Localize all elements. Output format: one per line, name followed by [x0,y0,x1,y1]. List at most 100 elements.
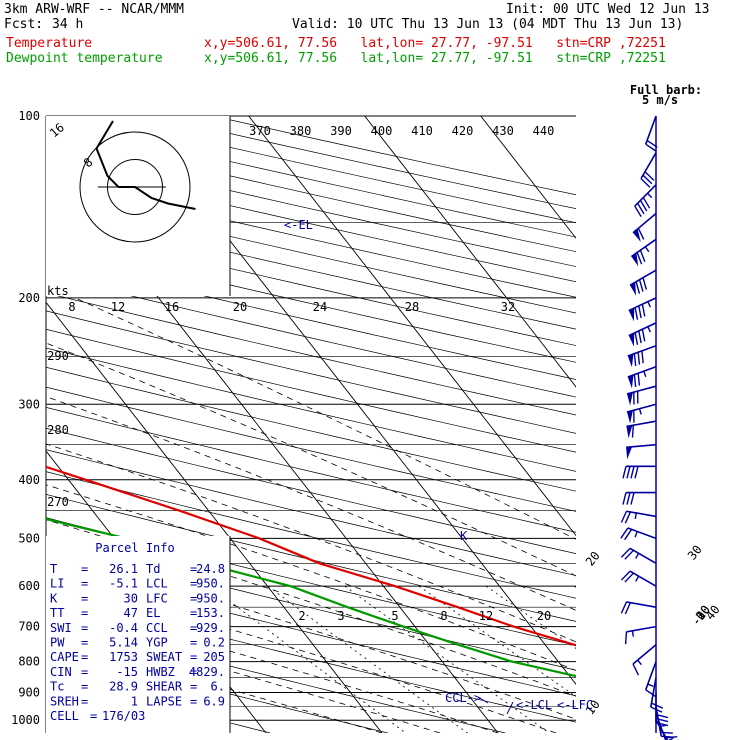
wind-barb [626,385,657,406]
dry-adiabat-line [46,292,576,416]
barb-full [639,200,648,212]
barb-staff [626,601,657,608]
parcel-value: 28.9 [109,680,138,694]
parcel-value: 6.9 [203,694,225,708]
barb-half [637,659,643,666]
dewpoint-location: x,y=506.61, 77.56 lat,lon= 27.77, -97.51… [204,51,666,66]
barb-flag [628,308,635,322]
parcel-key: LAPSE [146,694,182,708]
temperature-profile-line [46,465,576,647]
dry-adiabat-line [46,517,576,646]
wind-barb [630,238,657,267]
pressure-tick-label: 400 [18,473,40,487]
barb-full [634,307,639,320]
dry-adiabat-line [46,257,576,380]
barb-full [630,466,635,479]
parcel-equals: = [190,606,197,620]
barb-half [659,724,666,728]
parcel-value: 24.8 [196,562,225,576]
hodo-background [46,116,230,296]
barb-staff [627,527,657,540]
barb-full [650,706,663,713]
theta-tick-label: 370 [249,124,271,138]
isotherm-line [0,116,34,733]
hodo-speed-label: 16 [165,300,179,314]
wind-barb [626,443,657,460]
moist-adiabat-line [46,519,576,697]
moist-adiabat-line [46,618,441,733]
barb-full [624,572,634,583]
barb-full [620,601,628,614]
moist-adiabat-line [46,342,576,577]
hodo-speed-label: 28 [405,300,419,314]
wind-barb [634,184,657,218]
barb-half [643,370,647,378]
pressure-tick-label: 1000 [11,713,40,727]
isotherm-line [248,116,576,537]
barb-half [638,408,642,415]
barb-half [634,512,637,519]
parcel-value: 4829. [189,665,225,679]
parcel-key: LCL [146,577,168,591]
parcel-equals: = [190,562,197,576]
dewpoint-profile-line [46,517,576,678]
parcel-key: SREH [50,694,79,708]
theta-tick-label: 390 [330,124,352,138]
barb-legend-value: 5 m/s [642,93,678,107]
isotherm-tick-label: 10 [583,697,603,717]
barb-full [642,277,648,290]
barb-full [637,202,645,215]
barb-full [620,570,631,581]
parcel-equals: = [190,665,197,679]
hodo-direction-label: 290 [47,349,69,363]
isotherm-line [364,116,576,388]
pressure-tick-label: 900 [18,686,40,700]
wind-barb [620,601,657,615]
dry-adiabat-line [46,347,576,472]
dry-adiabat-line [46,275,576,398]
barb-full [633,353,637,366]
init-time: Init: 00 UTC Wed 12 Jun 13 [506,2,710,17]
parcel-key: SHEAR [146,680,183,694]
wind-barb [622,465,656,479]
pressure-tick-label: 100 [18,109,40,123]
barb-full [624,549,634,560]
mixing-ratio-line [209,585,406,733]
dry-adiabat-line [46,328,576,453]
barb-full [651,702,664,709]
barb-full [646,139,658,148]
parcel-key: CIN [50,665,72,679]
barb-staff [626,510,657,518]
barb-staff [626,403,657,413]
pressure-tick-label: 600 [18,579,40,593]
wind-barb [620,547,657,565]
barb-half [634,531,638,538]
parcel-value: 153. [196,606,225,620]
parcel-key: K [50,591,58,605]
barb-full [645,689,657,698]
barb-flag [627,374,634,389]
barb-staff [626,443,657,449]
pressure-tick-label: 700 [18,620,40,634]
kts-label: kts [47,284,69,298]
dry-adiabat-line [46,493,576,622]
barb-full [624,511,632,524]
parcel-equals: = [81,606,88,620]
parcel-equals: = [190,680,197,694]
mixing-ratio-label: 2 [298,609,305,623]
barb-staff [632,644,657,665]
barb-full [641,329,646,342]
barb-full [634,466,639,479]
wind-barb [628,297,657,322]
forecast-label: Fcst: [4,17,44,32]
wind-barb [620,570,657,587]
barb-staff [655,706,662,737]
hodo-ring-outer [79,131,191,243]
parcel-equals: = [81,665,88,679]
theta-tick-label: 440 [533,124,555,138]
barb-full [634,332,639,345]
barb-full [624,529,633,541]
parcel-key: CAPE [50,650,79,664]
parcel-value: -5.1 [109,577,138,591]
k-marker: K [460,529,468,543]
